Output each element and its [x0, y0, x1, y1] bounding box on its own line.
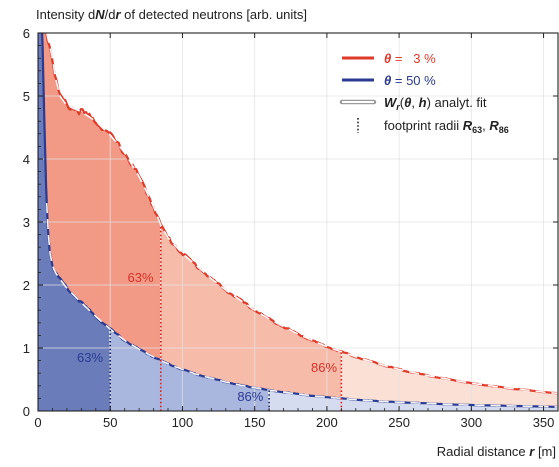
axes-layer: 0 50 100 150 200 250 300 350 0 1 2 3 4 5 6 [23, 26, 559, 430]
y-tick-label: 1 [23, 341, 30, 356]
area-theta3-r86 [160, 225, 341, 399]
x-tick-label: 150 [244, 415, 266, 430]
x-axis-label: Radial distance r [m] [437, 444, 556, 459]
fit-line-theta50 [45, 203, 558, 408]
y-tick-label: 2 [23, 278, 30, 293]
series-line-theta3 [45, 33, 558, 395]
area-layer [38, 33, 558, 411]
legend-label-fit: Wr(θ, h) analyt. fit [384, 95, 487, 112]
y-tick-label: 4 [23, 152, 30, 167]
area-theta50-r86 [110, 329, 270, 411]
footprint-label-r86_theta3: 86% [311, 360, 337, 375]
x-tick-label: 200 [316, 415, 338, 430]
footprint-layer [109, 225, 343, 411]
x-tick-label: 0 [34, 415, 41, 430]
footprint-label-r63_theta3: 63% [128, 270, 154, 285]
footprint-label-layer: 63% 86% 63% 86% [77, 270, 337, 404]
area-theta3-r63 [42, 33, 161, 361]
curve-layer [40, 33, 558, 408]
legend-label-footprint: footprint radii R63, R86 [384, 118, 509, 135]
x-tick-label: 50 [103, 415, 117, 430]
y-axis-label: Intensity dN/dr of detected neutrons [ar… [36, 7, 307, 22]
footprint-label-r63_theta50: 63% [77, 350, 103, 365]
legend-label-theta50: θ = 50 % [384, 73, 436, 88]
x-tick-label: 250 [388, 415, 410, 430]
x-tick-label: 300 [460, 415, 482, 430]
area-theta50-r63 [38, 33, 111, 411]
x-tick-label: 350 [533, 415, 555, 430]
fit-line-theta3 [45, 33, 558, 395]
grid-layer [38, 33, 558, 411]
x-tick-label: 100 [172, 415, 194, 430]
y-tick-label: 5 [23, 89, 30, 104]
y-tick-label: 6 [23, 26, 30, 41]
area-theta3-tail [341, 351, 558, 407]
footprint-label-r86_theta50: 86% [237, 389, 263, 404]
y-tick-label: 0 [23, 404, 30, 419]
legend-label-theta3: θ = 3 % [384, 51, 436, 66]
legend: θ = 3 % θ = 50 % Wr(θ, h) analyt. fit fo… [339, 51, 509, 135]
y-tick-label: 3 [23, 215, 30, 230]
